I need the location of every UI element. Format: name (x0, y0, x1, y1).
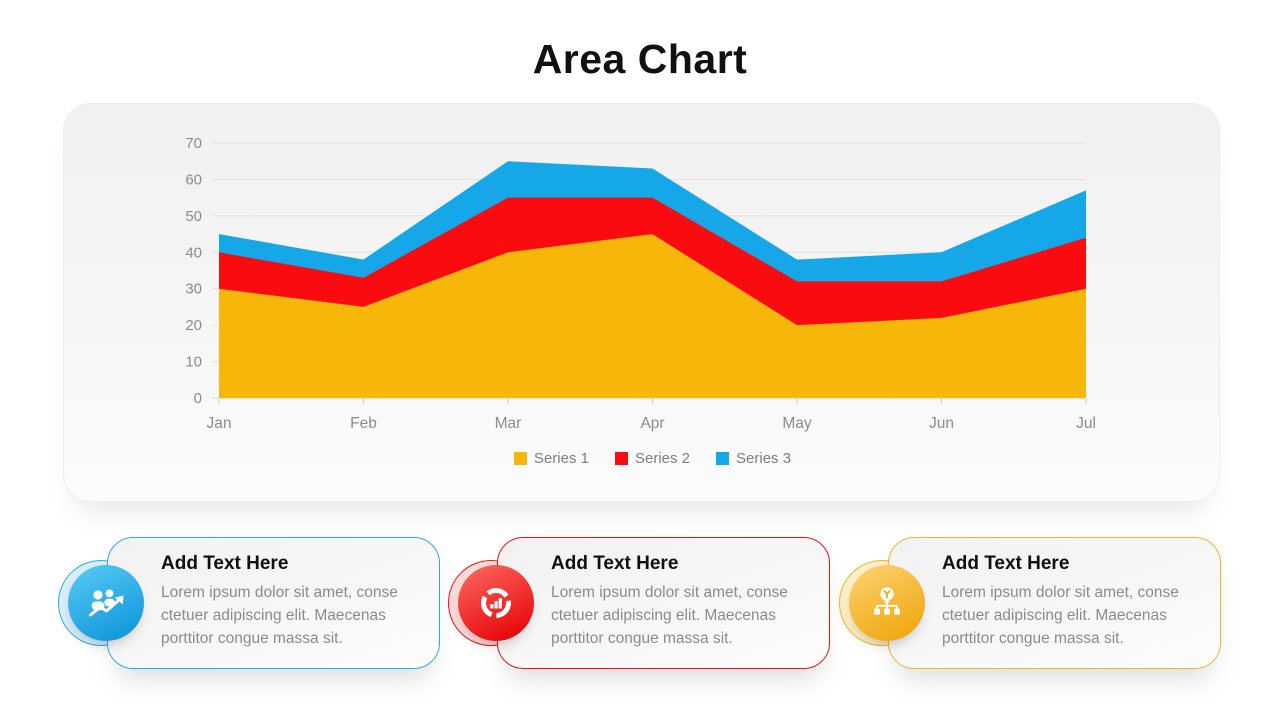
info-card-2: Add Text Here Lorem ipsum dolor sit amet… (448, 537, 830, 669)
legend-label-series-3: Series 3 (736, 450, 792, 467)
people-growth-icon (88, 589, 123, 616)
svg-text:Apr: Apr (640, 415, 664, 432)
card-title: Add Text Here (942, 553, 1070, 574)
svg-text:40: 40 (185, 244, 202, 261)
svg-text:50: 50 (185, 208, 202, 225)
hierarchy-idea-icon (874, 587, 900, 615)
legend-item-series-3: Series 3 (716, 450, 791, 467)
card-body-text: Lorem ipsum dolor sit amet, conse ctetue… (942, 584, 1179, 647)
legend-item-series-1: Series 1 (513, 450, 589, 467)
info-card-1: Add Text Here Lorem ipsum dolor sit amet… (58, 537, 440, 669)
legend-swatch-series-3 (716, 452, 730, 465)
card-body-text: Lorem ipsum dolor sit amet, conse ctetue… (161, 584, 398, 647)
svg-text:60: 60 (185, 171, 202, 188)
svg-text:May: May (782, 415, 812, 432)
card-title: Add Text Here (161, 553, 289, 574)
svg-text:Feb: Feb (350, 415, 377, 432)
chart-panel: 0 10 20 30 40 50 60 70 Jan Feb Mar Apr May Jun Jul Ser… (63, 103, 1220, 502)
svg-text:Jan: Jan (207, 415, 232, 432)
legend-label-series-2: Series 2 (634, 450, 691, 467)
area-chart: 0 10 20 30 40 50 60 70 Jan Feb Mar Apr May Jun Jul (185, 135, 1096, 432)
page-title: Area Chart (532, 36, 748, 82)
card-icon-badge (849, 565, 925, 641)
card-box: Add Text Here Lorem ipsum dolor sit amet… (107, 537, 440, 669)
legend-swatch-series-1 (513, 452, 527, 465)
svg-text:Mar: Mar (495, 415, 522, 432)
legend-swatch-series-2 (614, 452, 628, 465)
legend-label-series-1: Series 1 (533, 450, 589, 467)
card-body-text: Lorem ipsum dolor sit amet, conse ctetue… (551, 584, 788, 647)
svg-text:30: 30 (185, 281, 202, 298)
card-icon-badge (458, 565, 534, 641)
card-icon-badge (68, 565, 144, 641)
card-box: Add Text Here Lorem ipsum dolor sit amet… (888, 537, 1221, 669)
legend-item-series-2: Series 2 (614, 450, 691, 467)
svg-text:20: 20 (185, 317, 202, 334)
svg-text:Jun: Jun (929, 415, 954, 432)
card-box: Add Text Here Lorem ipsum dolor sit amet… (497, 537, 830, 669)
svg-text:10: 10 (185, 354, 202, 371)
chart-legend: Series 1 Series 2 Series 3 (75, 450, 1230, 467)
svg-text:70: 70 (185, 135, 202, 152)
card-title: Add Text Here (551, 553, 679, 574)
svg-text:0: 0 (194, 390, 202, 407)
svg-text:Jul: Jul (1076, 415, 1096, 432)
donut-chart-icon (481, 588, 511, 618)
info-card-3: Add Text Here Lorem ipsum dolor sit amet… (839, 537, 1221, 669)
